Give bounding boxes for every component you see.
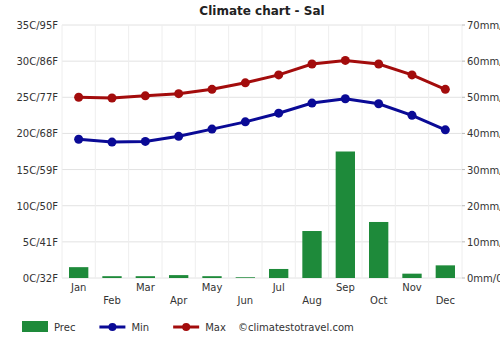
grid-line-vertical bbox=[395, 25, 396, 278]
marker bbox=[441, 85, 450, 94]
y-tick-label: 10C/50F bbox=[16, 201, 58, 212]
grid-line-vertical bbox=[62, 25, 63, 278]
marker bbox=[141, 137, 150, 146]
grid-line-vertical bbox=[462, 25, 463, 278]
x-tick-label: May bbox=[202, 282, 223, 293]
x-tick-label: Jan bbox=[70, 282, 86, 293]
x-tick-label: Sep bbox=[336, 282, 355, 293]
line bbox=[79, 60, 446, 98]
x-tick-label: Mar bbox=[136, 282, 156, 293]
y2-tick bbox=[462, 169, 465, 170]
marker bbox=[308, 99, 317, 108]
x-tick-label: Apr bbox=[170, 295, 188, 306]
marker bbox=[308, 60, 317, 69]
plot-area bbox=[69, 56, 455, 278]
y2-tick-label: 60mm/2.4in bbox=[467, 56, 500, 67]
y2-tick bbox=[462, 205, 465, 206]
marker bbox=[408, 111, 417, 120]
marker bbox=[108, 138, 117, 147]
y2-tick-label: 50mm/2in bbox=[467, 92, 500, 103]
bar bbox=[269, 269, 288, 278]
title: Climate chart - Sal bbox=[199, 4, 324, 18]
y-tick-label: 0C/32F bbox=[23, 273, 58, 284]
grid-line-vertical bbox=[295, 25, 296, 278]
x-tick-label: Jul bbox=[272, 282, 285, 293]
legend-label: Prec bbox=[54, 322, 75, 333]
marker bbox=[241, 78, 250, 87]
bar bbox=[69, 267, 88, 278]
legend-swatch-marker bbox=[182, 323, 190, 331]
y2-tick-label: 10mm/0.4in bbox=[467, 237, 500, 248]
bar bbox=[102, 276, 121, 278]
marker bbox=[274, 109, 283, 118]
marker bbox=[341, 56, 350, 65]
y2-tick-label: 40mm/1.6in bbox=[467, 128, 500, 139]
line bbox=[79, 99, 446, 142]
y2-tick-label: 30mm/1.2in bbox=[467, 165, 500, 176]
grid-line-vertical bbox=[195, 25, 196, 278]
bar bbox=[336, 152, 355, 279]
grid-line-vertical bbox=[262, 25, 263, 278]
x-tick-label: Dec bbox=[436, 295, 455, 306]
marker bbox=[374, 60, 383, 69]
grid-line-vertical bbox=[428, 25, 429, 278]
marker bbox=[174, 89, 183, 98]
grid-line-vertical bbox=[228, 25, 229, 278]
marker bbox=[108, 94, 117, 103]
marker bbox=[441, 125, 450, 134]
y2-tick bbox=[462, 241, 465, 242]
marker bbox=[341, 94, 350, 103]
y2-tick bbox=[462, 61, 465, 62]
y2-tick-label: 20mm/0.8in bbox=[467, 201, 500, 212]
bar bbox=[202, 276, 221, 278]
marker bbox=[74, 135, 83, 144]
x-tick-label: Nov bbox=[402, 282, 422, 293]
y-tick-label: 25C/77F bbox=[16, 92, 58, 103]
annotation: ©climatestotravel.com bbox=[238, 322, 354, 333]
y-tick-label: 20C/68F bbox=[16, 128, 58, 139]
bar bbox=[236, 277, 255, 278]
marker bbox=[141, 91, 150, 100]
legend-swatch-marker bbox=[108, 323, 116, 331]
y2-tick bbox=[462, 97, 465, 98]
marker bbox=[208, 125, 217, 134]
y-tick-label: 15C/59F bbox=[16, 165, 58, 176]
chart: Climate chart - Sal 0C/32F 5C/41F 10C/50F 15… bbox=[0, 0, 500, 350]
y-tick-label: 35C/95F bbox=[16, 20, 58, 31]
bar bbox=[402, 274, 421, 278]
background bbox=[0, 0, 500, 350]
legend-swatch bbox=[22, 321, 48, 332]
legend-label: Min bbox=[131, 322, 149, 333]
marker bbox=[408, 70, 417, 79]
marker bbox=[241, 117, 250, 126]
marker bbox=[208, 85, 217, 94]
grid-line-vertical bbox=[128, 25, 129, 278]
bar bbox=[302, 231, 321, 278]
marker bbox=[174, 132, 183, 141]
x-tick-label: Oct bbox=[370, 295, 387, 306]
marker bbox=[274, 70, 283, 79]
legend-label: Max bbox=[205, 322, 226, 333]
x-tick-label: Feb bbox=[103, 295, 121, 306]
grid-line-vertical bbox=[162, 25, 163, 278]
bar bbox=[136, 276, 155, 278]
bar bbox=[369, 222, 388, 278]
bar bbox=[169, 275, 188, 278]
y2-tick-label: 70mm/2.8in bbox=[467, 20, 500, 31]
marker bbox=[374, 99, 383, 108]
y2-tick-label: 0mm/0in bbox=[467, 273, 500, 284]
bar bbox=[436, 265, 455, 278]
x-tick-label: Jun bbox=[237, 295, 254, 306]
y-tick-label: 5C/41F bbox=[23, 237, 58, 248]
grid-line-vertical bbox=[95, 25, 96, 278]
y2-tick bbox=[462, 25, 465, 26]
y2-tick bbox=[462, 133, 465, 134]
x-tick-label: Aug bbox=[302, 295, 322, 306]
y-tick-label: 30C/86F bbox=[16, 56, 58, 67]
marker bbox=[74, 93, 83, 102]
y2-tick bbox=[462, 278, 465, 279]
